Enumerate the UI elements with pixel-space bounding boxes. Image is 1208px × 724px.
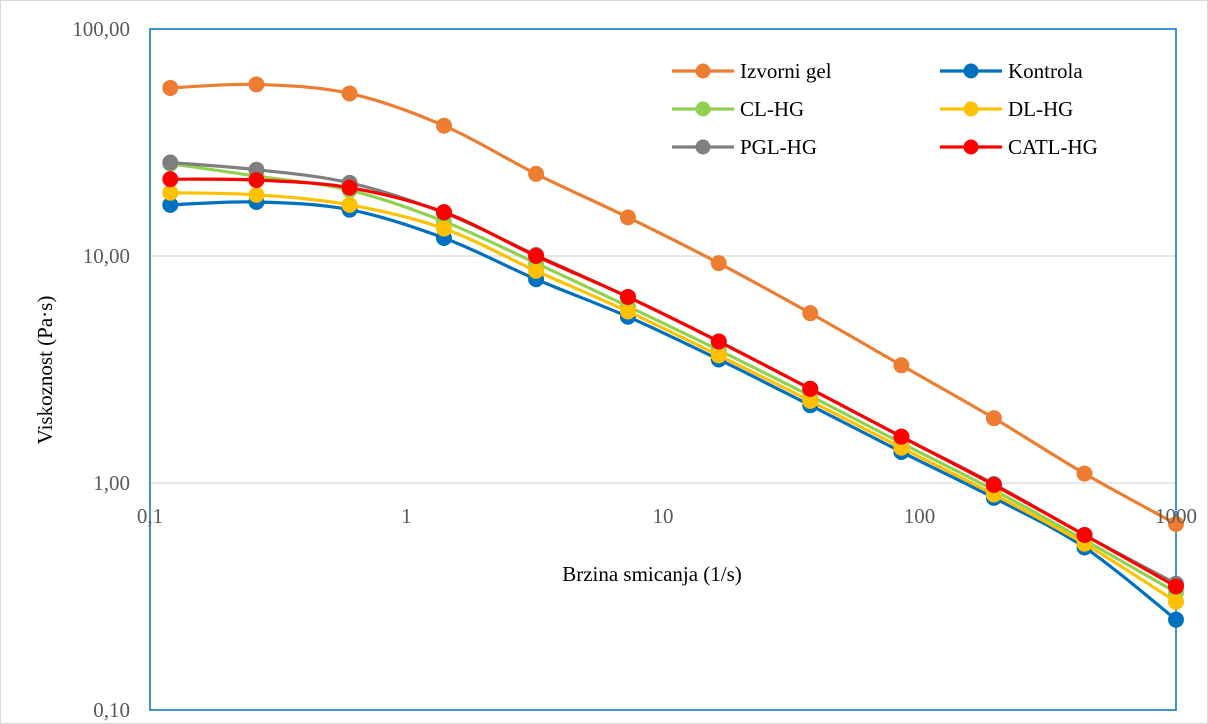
x-tick-label: 1 <box>401 504 412 528</box>
data-point-catl-hg <box>619 288 636 305</box>
series-layer <box>162 76 1184 628</box>
y-tick-label: 0,10 <box>93 698 130 722</box>
gridlines <box>150 255 1176 484</box>
legend-label-dl-hg: DL-HG <box>1008 97 1073 121</box>
x-tick-label: 0,1 <box>137 504 163 528</box>
data-point-izvorni-gel <box>528 165 545 182</box>
y-tick-label: 100,00 <box>72 17 130 41</box>
data-point-catl-hg <box>162 171 179 188</box>
legend-label-izvorni-gel: Izvorni gel <box>740 59 832 83</box>
data-point-catl-hg <box>528 248 545 264</box>
data-point-catl-hg <box>710 333 727 350</box>
data-point-dl-hg <box>435 220 452 237</box>
data-point-izvorni-gel <box>710 255 727 272</box>
y-tick-label: 1,00 <box>93 471 130 495</box>
data-point-izvorni-gel <box>248 76 265 93</box>
data-point-catl-hg <box>802 380 819 397</box>
legend-label-pgl-hg: PGL-HG <box>740 135 817 159</box>
data-point-catl-hg <box>985 476 1002 493</box>
data-point-izvorni-gel <box>893 357 910 374</box>
legend-label-catl-hg: CATL-HG <box>1008 135 1098 159</box>
data-point-dl-hg <box>710 347 727 364</box>
data-point-dl-hg <box>341 196 358 213</box>
data-point-catl-hg <box>341 179 358 196</box>
data-point-pgl-hg <box>162 154 179 171</box>
y-tick-label: 10,00 <box>83 244 130 268</box>
data-point-izvorni-gel <box>619 209 636 226</box>
data-point-izvorni-gel <box>1168 515 1184 532</box>
legend-marker-cl-hg <box>695 101 711 117</box>
data-point-izvorni-gel <box>1076 465 1093 482</box>
data-point-catl-hg <box>1076 527 1093 544</box>
data-point-dl-hg <box>528 262 545 279</box>
y-axis-title: Viskoznost (Pa·s) <box>33 296 57 445</box>
data-point-izvorni-gel <box>435 117 452 134</box>
tick-labels: 0,10 1,00 10,00 100,00 0,1 1 10 100 1000 <box>72 17 1197 722</box>
legend-marker-catl-hg <box>963 139 979 155</box>
data-point-dl-hg <box>248 186 265 203</box>
legend-label-kontrola: Kontrola <box>1008 59 1083 83</box>
data-point-catl-hg <box>248 172 265 189</box>
data-point-izvorni-gel <box>341 85 358 102</box>
data-point-dl-hg <box>619 303 636 320</box>
legend-marker-dl-hg <box>963 101 979 117</box>
data-point-kontrola <box>1168 611 1184 628</box>
legend-marker-kontrola <box>963 63 979 79</box>
data-point-catl-hg <box>893 428 910 445</box>
data-point-catl-hg <box>435 204 452 221</box>
legend-marker-izvorni-gel <box>695 63 711 79</box>
data-point-dl-hg <box>1168 593 1184 610</box>
data-point-izvorni-gel <box>985 410 1002 427</box>
legend: Izvorni gel Kontrola CL-HG DL-HG PGL-HG CATL-… <box>672 59 1098 159</box>
data-point-catl-hg <box>1168 578 1184 595</box>
legend-label-cl-hg: CL-HG <box>740 97 804 121</box>
x-tick-label: 10 <box>653 504 674 528</box>
x-tick-label: 1000 <box>1155 504 1197 528</box>
data-point-izvorni-gel <box>162 79 179 96</box>
data-point-dl-hg <box>162 184 179 201</box>
data-point-izvorni-gel <box>802 305 819 322</box>
x-axis-title: Brzina smicanja (1/s) <box>562 562 742 586</box>
legend-marker-pgl-hg <box>695 139 711 155</box>
x-tick-label: 100 <box>904 504 936 528</box>
plot-area-border <box>149 28 1177 711</box>
